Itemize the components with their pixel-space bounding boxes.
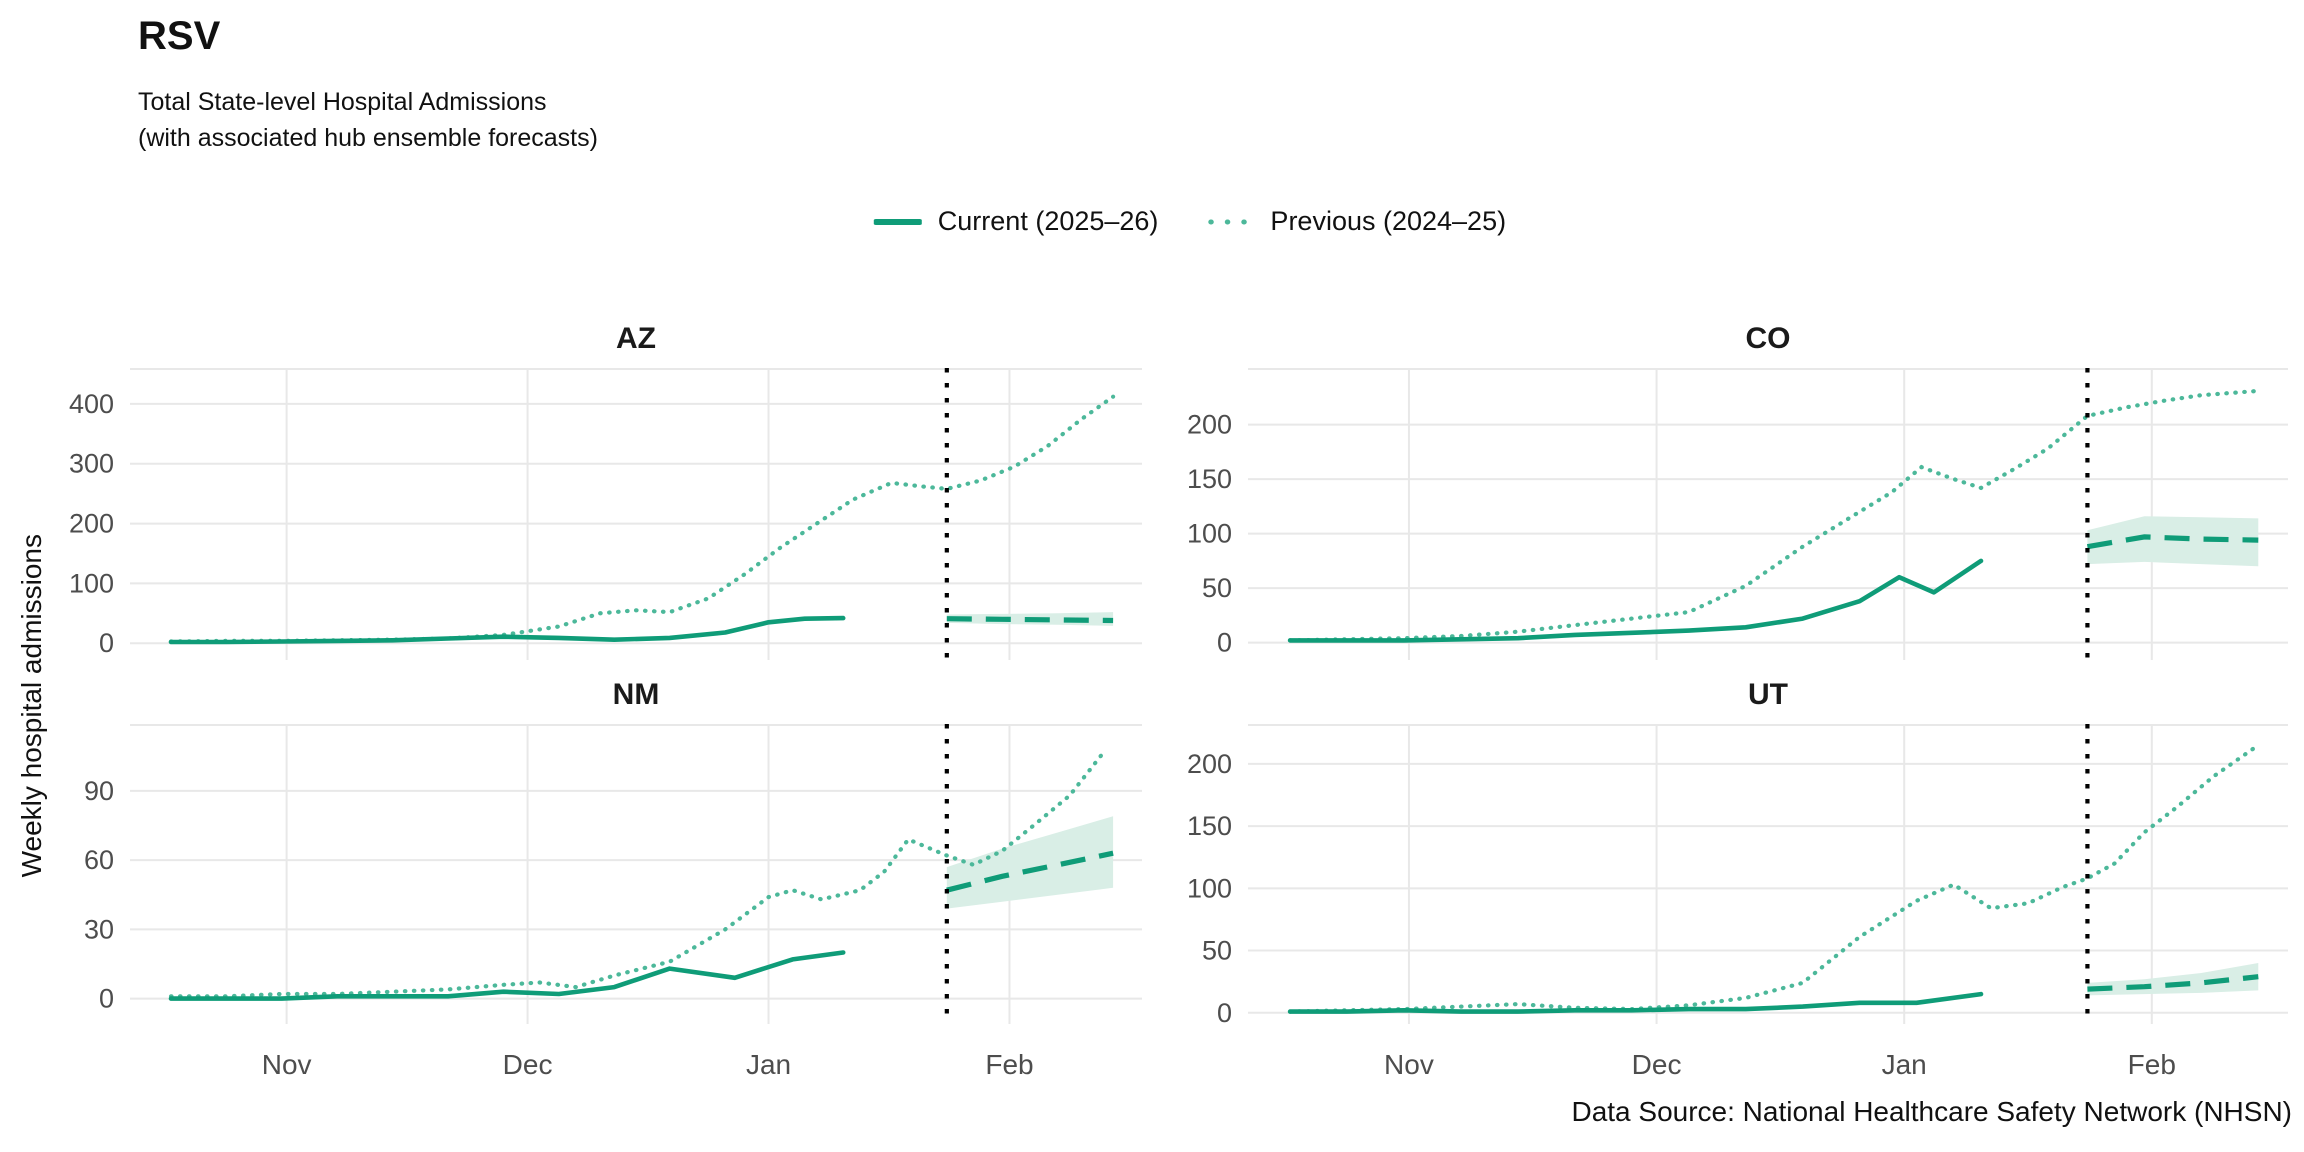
y-tick-label: 400 bbox=[69, 389, 114, 419]
forecast-ribbon bbox=[2087, 963, 2259, 996]
previous-season-line bbox=[168, 394, 1116, 644]
x-tick-label: Dec bbox=[1632, 1049, 1682, 1080]
subtitle-line-1: Total State-level Hospital Admissions bbox=[138, 88, 547, 116]
y-tick-label: 200 bbox=[1187, 749, 1232, 779]
y-axis-title: Weekly hospital admissions bbox=[16, 534, 47, 878]
co-chart: 0 50 100 150 200 bbox=[1187, 368, 2288, 660]
x-tick-label: Feb bbox=[2128, 1049, 2176, 1080]
solid-line-key-icon bbox=[873, 218, 922, 225]
current-season-line bbox=[168, 615, 846, 645]
forecast-line bbox=[946, 850, 1114, 893]
previous-season-line bbox=[1288, 388, 2261, 643]
x-tick-label: Feb bbox=[985, 1049, 1033, 1080]
y-tick-label: 0 bbox=[1217, 628, 1232, 658]
y-tick-label: 50 bbox=[1202, 573, 1232, 603]
current-season-line bbox=[1287, 558, 1984, 643]
data-source-caption: Data Source: National Healthcare Safety … bbox=[1571, 1096, 2292, 1127]
page-title: RSV bbox=[138, 14, 221, 58]
nm-chart: 0 30 60 90 Nov Dec Jan Feb bbox=[84, 724, 1142, 1080]
y-tick-label: 300 bbox=[69, 449, 114, 479]
y-tick-label: 200 bbox=[69, 509, 114, 539]
facet-title-co: CO bbox=[1745, 322, 1791, 355]
y-tick-label: 100 bbox=[1187, 873, 1232, 903]
y-tick-label: 60 bbox=[84, 845, 114, 875]
previous-season-line bbox=[1288, 743, 2261, 1014]
az-chart: 0 100 200 300 400 bbox=[69, 368, 1142, 660]
forecast-line bbox=[2087, 974, 2259, 992]
y-tick-label: 150 bbox=[1187, 811, 1232, 841]
subtitle-line-2: (with associated hub ensemble forecasts) bbox=[138, 124, 598, 152]
y-tick-label: 100 bbox=[1187, 519, 1232, 549]
y-tick-label: 200 bbox=[1187, 410, 1232, 440]
y-tick-label: 0 bbox=[1217, 998, 1232, 1028]
forecast-ribbon bbox=[946, 816, 1114, 909]
y-tick-label: 50 bbox=[1202, 936, 1232, 966]
facet-title-az: AZ bbox=[616, 322, 656, 355]
legend-label-current: Current (2025–26) bbox=[937, 206, 1159, 236]
dotted-line-key-icon bbox=[1207, 219, 1255, 224]
current-season-line bbox=[1287, 991, 1984, 1014]
ut-chart: 0 50 100 150 200 Nov Dec Jan Feb bbox=[1187, 724, 2288, 1080]
legend: Current (2025–26) Previous (2024–25) bbox=[873, 206, 1506, 237]
y-tick-label: 100 bbox=[69, 568, 114, 598]
facet-title-ut: UT bbox=[1748, 678, 1788, 711]
x-tick-label: Dec bbox=[503, 1049, 553, 1080]
y-tick-label: 0 bbox=[99, 984, 114, 1014]
legend-label-previous: Previous (2024–25) bbox=[1270, 206, 1507, 236]
facet-title-nm: NM bbox=[612, 678, 660, 711]
forecast-line bbox=[946, 616, 1114, 624]
forecast-ribbon bbox=[2087, 516, 2259, 567]
legend-item-current: Current (2025–26) bbox=[873, 206, 1159, 237]
y-tick-label: 0 bbox=[99, 628, 114, 658]
x-tick-label: Nov bbox=[1384, 1049, 1434, 1080]
panel-co: CO 0 50 100 150 200 bbox=[1166, 320, 2300, 677]
panel-ut: UT 0 50 100 150 200 Nov Dec Jan Feb bbox=[1166, 676, 2300, 1099]
x-tick-label: Nov bbox=[262, 1049, 312, 1080]
x-tick-label: Jan bbox=[746, 1049, 791, 1080]
legend-item-previous: Previous (2024–25) bbox=[1206, 206, 1506, 237]
y-tick-label: 150 bbox=[1187, 464, 1232, 494]
x-tick-label: Jan bbox=[1882, 1049, 1927, 1080]
page-subtitle: Total State-level Hospital Admissions (w… bbox=[138, 84, 598, 156]
forecast-line bbox=[2086, 534, 2259, 550]
previous-season-line bbox=[168, 747, 1108, 999]
y-tick-label: 30 bbox=[84, 914, 114, 944]
panel-nm: NM 0 30 60 90 Nov Dec Jan Feb bbox=[48, 676, 1154, 1099]
y-tick-label: 90 bbox=[84, 776, 114, 806]
current-season-line bbox=[168, 950, 846, 1001]
panel-az: AZ 0 100 200 300 400 bbox=[48, 320, 1154, 677]
